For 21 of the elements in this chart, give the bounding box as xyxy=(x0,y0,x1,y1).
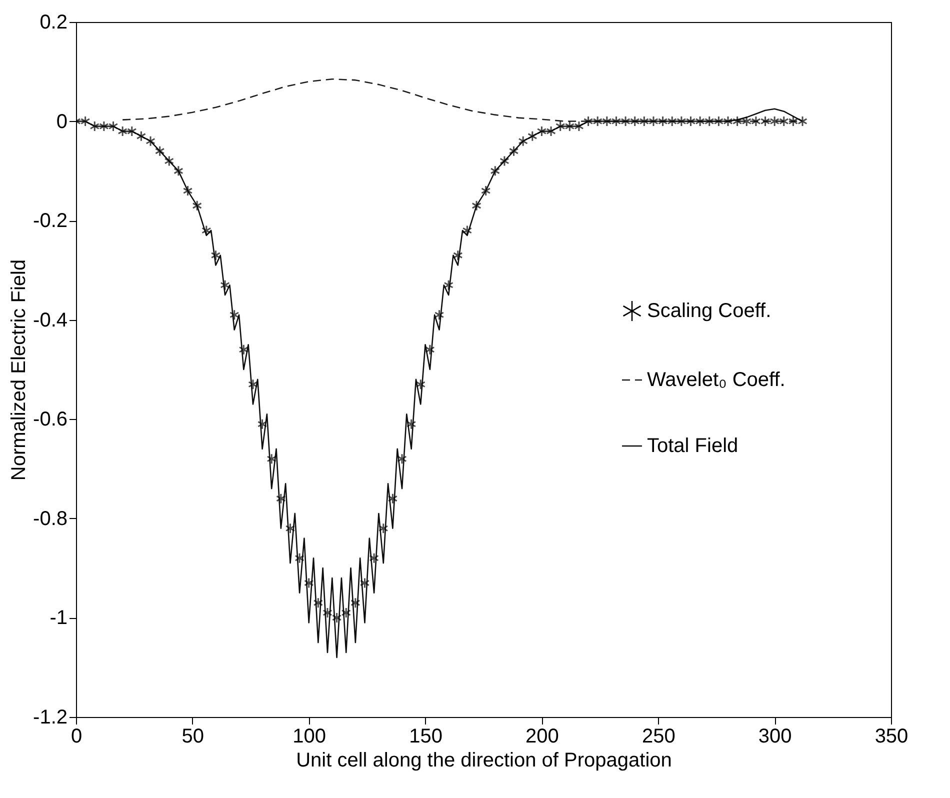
x-tick-label: 200 xyxy=(526,726,559,748)
y-tick-label: -0.8 xyxy=(33,508,68,530)
y-tick-label: 0.2 xyxy=(40,12,68,34)
y-tick-label: -1.2 xyxy=(33,706,68,728)
x-tick-label: 350 xyxy=(874,726,908,748)
x-axis-title: Unit cell along the direction of Propagation xyxy=(296,750,672,772)
legend-label: Total Field xyxy=(647,435,738,457)
x-tick-label: 50 xyxy=(182,726,204,748)
y-tick-label: 0 xyxy=(56,110,68,133)
x-tick-label: 250 xyxy=(642,726,676,748)
x-tick-label: 150 xyxy=(409,726,442,748)
y-tick-label: -0.6 xyxy=(33,408,68,431)
x-tick-label: 0 xyxy=(70,726,82,748)
x-tick-label: 300 xyxy=(758,726,792,748)
legend-label: Scaling Coeff. xyxy=(647,300,772,322)
y-tick-label: -0.2 xyxy=(33,210,68,232)
legend-label: Wavelet₀ Coeff. xyxy=(647,369,786,391)
y-axis-title: Normalized Electric Field xyxy=(8,259,30,481)
y-tick-label: -0.4 xyxy=(33,309,68,332)
x-tick-label: 100 xyxy=(292,726,326,748)
y-tick-label: -1 xyxy=(50,607,68,630)
